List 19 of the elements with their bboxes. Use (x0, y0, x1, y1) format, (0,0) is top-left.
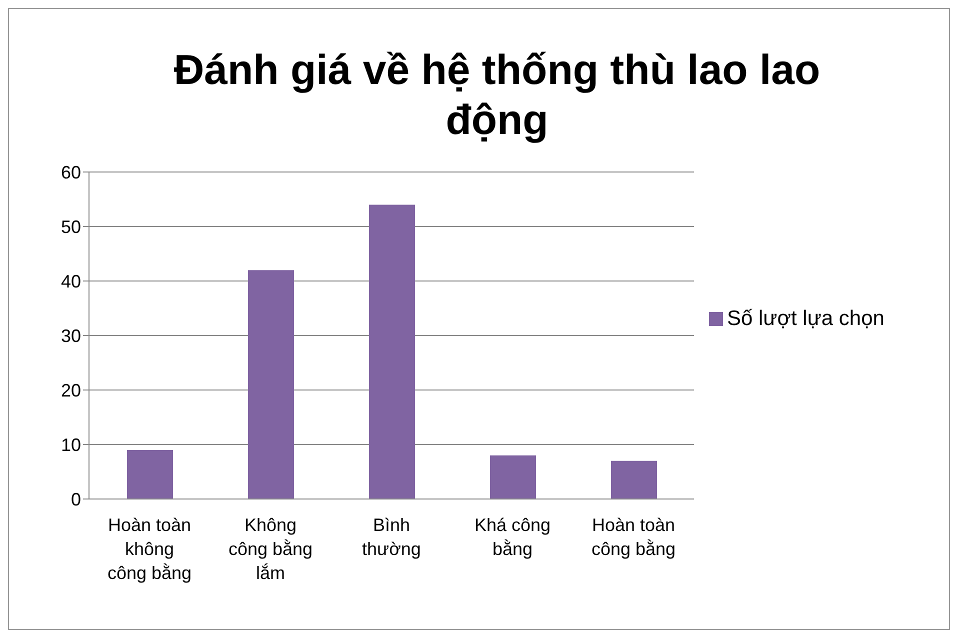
bar (369, 204, 415, 499)
legend-label: Số lượt lựa chọn (727, 307, 884, 330)
y-tick-label: 60 (60, 162, 81, 182)
x-tick-label: Không công bằng lắm (228, 515, 313, 583)
y-tick-label: 30 (60, 326, 81, 346)
chart-title: Đánh giá về hệ thống thù lao lao động (172, 45, 822, 145)
x-tick-label: Hoàn toàn công bằng (591, 515, 676, 559)
x-tick-label: Bình thường (362, 515, 421, 559)
x-tick-label: Hoàn toàn không công bằng (107, 515, 192, 583)
y-tick-label: 0 (70, 489, 81, 510)
y-tick-label: 50 (60, 216, 81, 237)
bar (490, 455, 536, 499)
y-tick-label: 20 (60, 380, 81, 400)
x-tick-label: Khá công bằng (474, 515, 551, 559)
bar (611, 460, 657, 499)
y-tick-label: 10 (60, 434, 81, 455)
bar (127, 450, 173, 499)
bar (248, 270, 294, 499)
y-tick-label: 40 (60, 271, 81, 292)
